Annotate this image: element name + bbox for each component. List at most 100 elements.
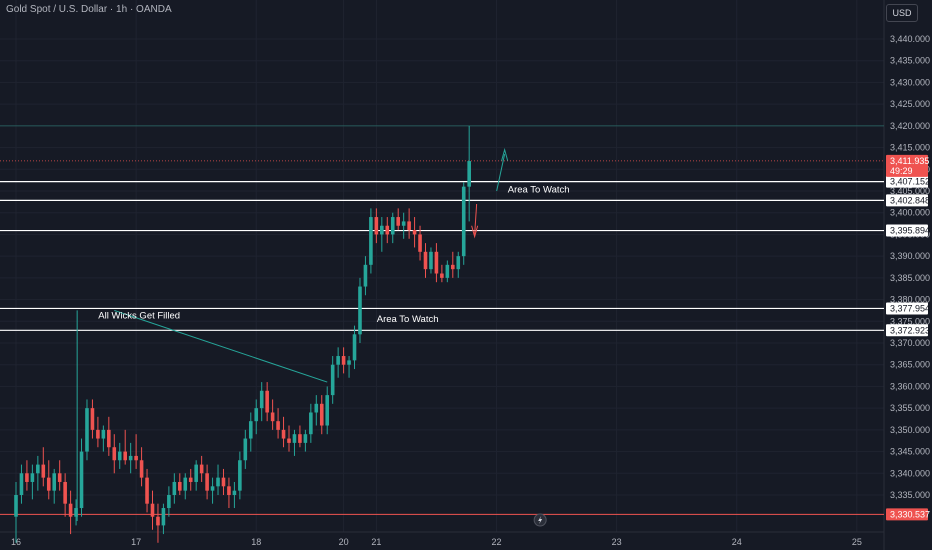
price-tick-label: 3,415.000 [890, 143, 930, 153]
price-tick-label: 3,425.000 [890, 99, 930, 109]
candle-body [380, 225, 384, 235]
candle-body [303, 434, 308, 443]
candle-body [178, 481, 182, 491]
candle-body [276, 421, 280, 430]
price-tick-label: 3,335.000 [890, 490, 930, 500]
level-price-tag-bg [886, 224, 928, 237]
candle-body [205, 473, 209, 491]
time-tick-label: 20 [339, 537, 349, 547]
candle-body [434, 251, 439, 274]
price-tick-label: 3,365.000 [890, 360, 930, 370]
candle-body [96, 429, 100, 439]
time-tick-label: 24 [732, 537, 742, 547]
candle-body [199, 464, 204, 474]
candle-body [68, 503, 73, 517]
candle-body [238, 460, 242, 491]
price-tick-label: 3,405.000 [890, 186, 930, 196]
candle-body [440, 273, 444, 278]
currency-button[interactable]: USD [886, 4, 918, 22]
candle-body [210, 486, 215, 491]
candle-body [14, 495, 18, 517]
price-tick-label: 3,385.000 [890, 273, 930, 283]
candle-body [46, 477, 51, 491]
price-tick-label: 3,360.000 [890, 381, 930, 391]
candle-body [412, 230, 417, 235]
candle-body [396, 217, 400, 226]
candle-body [325, 395, 330, 426]
price-tick-label: 3,340.000 [890, 468, 930, 478]
bottom-level-tag-bg [886, 508, 928, 521]
candle-body [445, 264, 450, 278]
price-tick-label: 3,435.000 [890, 56, 930, 66]
time-tick-label: 25 [852, 537, 862, 547]
candle-body [145, 477, 149, 504]
candle-body [30, 473, 35, 482]
price-tick-label: 3,380.000 [890, 295, 930, 305]
price-tick-label: 3,355.000 [890, 403, 930, 413]
candle-body [265, 390, 269, 413]
level-price-tag-bg [886, 324, 928, 337]
price-tick-label: 3,390.000 [890, 251, 930, 261]
price-tick-label: 3,375.000 [890, 316, 930, 326]
candle-body [90, 408, 95, 430]
price-tick-label: 3,345.000 [890, 447, 930, 457]
candle-body [254, 408, 259, 422]
candle-body [369, 217, 373, 265]
candle-body [188, 477, 193, 482]
candle-body [63, 481, 67, 504]
candle-body [183, 477, 188, 491]
candle-body [41, 464, 46, 478]
time-tick-label: 22 [491, 537, 501, 547]
up-arrow-line [496, 153, 506, 192]
candle-body [128, 455, 133, 461]
candle-body [243, 438, 248, 461]
candle-body [172, 481, 177, 495]
lightning-glyph [538, 516, 543, 524]
price-tick-label: 3,350.000 [890, 425, 930, 435]
candle-body [347, 360, 351, 365]
candle-body [167, 495, 171, 509]
candle-body [216, 477, 220, 487]
time-tick-label: 21 [371, 537, 381, 547]
candle-body [79, 451, 84, 509]
candle-body [156, 516, 160, 526]
candle-body [117, 451, 122, 461]
candle-body [341, 356, 346, 365]
candle-body [150, 503, 155, 517]
candle-body [451, 264, 455, 270]
candle-body [287, 438, 291, 443]
level-price-tag-bg [886, 175, 928, 188]
candle-body [107, 429, 111, 448]
price-tick-label: 3,440.000 [890, 34, 930, 44]
candle-body [74, 508, 78, 517]
candle-body [423, 251, 428, 270]
candle-body [374, 217, 379, 235]
candle-body [390, 217, 395, 235]
candle-body [309, 412, 313, 435]
candle-body [194, 464, 198, 482]
down-arrow-line [474, 203, 478, 235]
bottom-level-tag: 3,330.537 [890, 509, 930, 519]
candle-body [418, 234, 422, 252]
price-tick-label: 3,430.000 [890, 77, 930, 87]
level-price-tag: 3,407.152 [890, 177, 930, 187]
candle-body [281, 429, 286, 439]
candle-body [123, 451, 127, 461]
current-price-tag: 3,411.935 [890, 156, 929, 166]
candle-body [330, 364, 335, 396]
candle-body [401, 221, 406, 226]
candle-body [314, 403, 319, 413]
candle-body [467, 161, 471, 187]
candle-body [385, 225, 390, 235]
candle-body [456, 256, 461, 270]
candle-body [363, 264, 368, 287]
candle-body [352, 334, 357, 361]
level-price-tag: 3,395.894 [890, 226, 930, 236]
candle-body [134, 455, 138, 461]
price-tick-label: 3,400.000 [890, 208, 930, 218]
level-price-tag-bg [886, 194, 928, 207]
candle-body [270, 412, 275, 422]
time-tick-label: 23 [612, 537, 622, 547]
